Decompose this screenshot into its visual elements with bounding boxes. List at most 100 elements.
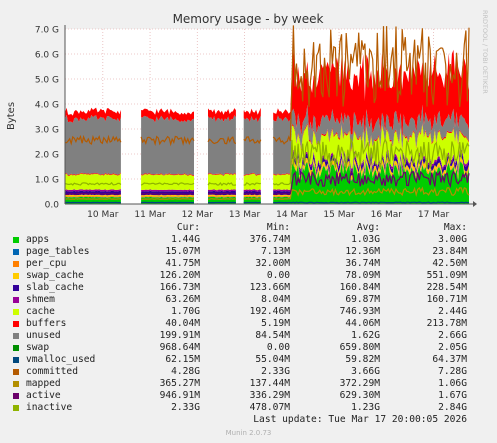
axes: 0.0 1.0 G 2.0 G 3.0 G 4.0 G 5.0 G 6.0 G 7.0 G 10… bbox=[35, 25, 477, 220]
legend-min: 478.07M bbox=[249, 402, 290, 413]
y-tick-label: 4.0 G bbox=[35, 101, 59, 111]
legend-avg: 12.36M bbox=[345, 246, 380, 257]
area-shmem bbox=[243, 189, 261, 192]
legend-swatch bbox=[13, 405, 19, 411]
area-per_cpu bbox=[141, 195, 194, 198]
x-tick-label: 16 Mar bbox=[371, 210, 403, 220]
line-active bbox=[64, 192, 121, 196]
legend-swatch bbox=[13, 393, 19, 399]
area-shmem bbox=[208, 189, 236, 192]
legend-name: page_tables bbox=[26, 246, 90, 257]
legend-swatch bbox=[13, 369, 19, 375]
y-axis-label: Bytes bbox=[6, 102, 17, 130]
legend-min: 84.54M bbox=[255, 330, 290, 341]
line-inactive bbox=[243, 182, 261, 186]
legend-max: 2.66G bbox=[438, 330, 467, 341]
legend-avg: 36.74M bbox=[345, 258, 380, 269]
area-cache bbox=[141, 174, 194, 191]
legend-max: 1.67G bbox=[438, 390, 467, 401]
legend-min: 336.29M bbox=[249, 390, 290, 401]
legend-avg: 659.80M bbox=[339, 342, 380, 353]
x-tick-label: 14 Mar bbox=[276, 210, 308, 220]
x-tick-label: 12 Mar bbox=[182, 210, 214, 220]
legend-max: 228.54M bbox=[426, 282, 467, 293]
area-buffers bbox=[243, 172, 261, 176]
area-unused bbox=[273, 104, 469, 175]
legend-name: mapped bbox=[26, 378, 61, 389]
area-page_tables bbox=[243, 196, 261, 198]
area-swap_cache bbox=[208, 194, 236, 197]
y-tick-label: 2.0 G bbox=[35, 151, 59, 161]
legend-cur: 40.04M bbox=[165, 318, 200, 329]
legend-max: 23.84M bbox=[432, 246, 467, 257]
legend-swatch bbox=[13, 285, 19, 291]
legend-name: slab_cache bbox=[26, 282, 84, 293]
x-tick-label: 11 Mar bbox=[134, 210, 166, 220]
legend-name: swap_cache bbox=[26, 270, 84, 281]
area-swap bbox=[65, 107, 121, 123]
line-committed bbox=[243, 136, 262, 145]
legend-avg: 44.06M bbox=[345, 318, 380, 329]
line-active bbox=[141, 192, 195, 196]
line-active bbox=[272, 170, 470, 196]
legend-max: 1.06G bbox=[438, 378, 467, 389]
area-per_cpu bbox=[208, 195, 236, 198]
legend-swatch bbox=[13, 333, 19, 339]
legend-swatch bbox=[13, 237, 19, 243]
area-buffers bbox=[208, 173, 236, 176]
area-swap_cache bbox=[273, 156, 469, 197]
legend-cur: 365.27M bbox=[159, 378, 200, 389]
legend-max: 2.05G bbox=[438, 342, 467, 353]
legend-row-vmalloc_used: vmalloc_used 62.15M 55.04M 59.82M 64.37M bbox=[0, 354, 497, 366]
legend-swatch bbox=[13, 273, 19, 279]
memory-chart: Memory usage - by week Bytes RRDTOOL / T… bbox=[6, 10, 489, 220]
legend-row-shmem: shmem 63.26M 8.04M 69.87M 160.71M bbox=[0, 294, 497, 306]
legend-min: 8.04M bbox=[261, 294, 290, 305]
legend-name: buffers bbox=[26, 318, 67, 329]
legend-avg: 59.82M bbox=[345, 354, 380, 365]
legend-name: per_cpu bbox=[26, 258, 67, 269]
legend-min: 0.00 bbox=[266, 342, 290, 353]
header-min: Min: bbox=[266, 222, 290, 233]
legend-name: unused bbox=[26, 330, 61, 341]
line-mapped bbox=[243, 198, 261, 200]
line-committed bbox=[207, 135, 237, 145]
line-committed bbox=[65, 134, 122, 146]
y-tick-label: 6.0 G bbox=[35, 51, 59, 61]
last-update: Last update: Tue Mar 17 20:00:05 2026 bbox=[253, 414, 467, 425]
legend-max: 7.28G bbox=[438, 366, 467, 377]
y-tick-label: 3.0 G bbox=[35, 126, 59, 136]
legend-cur: 41.75M bbox=[165, 258, 200, 269]
legend-swatch bbox=[13, 309, 19, 315]
legend-header: Cur: Min: Avg: Max: bbox=[0, 222, 497, 234]
legend-name: committed bbox=[26, 366, 78, 377]
legend-row-page_tables: page_tables 15.07M 7.13M 12.36M 23.84M bbox=[0, 246, 497, 258]
legend-max: 2.84G bbox=[438, 402, 467, 413]
legend-max: 64.37M bbox=[432, 354, 467, 365]
legend-cur: 1.70G bbox=[171, 306, 200, 317]
legend-name: vmalloc_used bbox=[26, 354, 96, 365]
legend-cur: 15.07M bbox=[165, 246, 200, 257]
legend-max: 3.00G bbox=[438, 234, 467, 245]
legend-row-committed: committed 4.28G 2.33G 3.66G 7.28G bbox=[0, 366, 497, 378]
area-swap bbox=[208, 108, 236, 122]
y-tick-label: 1.0 G bbox=[35, 176, 59, 186]
legend-avg: 3.66G bbox=[351, 366, 380, 377]
area-swap_cache bbox=[243, 194, 261, 197]
legend-min: 123.66M bbox=[249, 282, 290, 293]
area-buffers bbox=[65, 172, 121, 176]
legend-cur: 63.26M bbox=[165, 294, 200, 305]
legend-min: 137.44M bbox=[249, 378, 290, 389]
legend-swatch bbox=[13, 297, 19, 303]
legend-min: 2.33G bbox=[261, 366, 290, 377]
legend-max: 551.09M bbox=[426, 270, 467, 281]
legend-row-cache: cache 1.70G 192.46M 746.93M 2.44G bbox=[0, 306, 497, 318]
chart-title: Memory usage - by week bbox=[173, 12, 324, 26]
line-active bbox=[243, 192, 261, 196]
legend-name: swap bbox=[26, 342, 50, 353]
legend-row-inactive: inactive 2.33G 478.07M 1.23G 2.84G bbox=[0, 402, 497, 414]
line-inactive bbox=[272, 137, 470, 186]
line-active bbox=[207, 192, 237, 196]
munin-version: Munin 2.0.73 bbox=[225, 429, 272, 437]
x-tick-label: 10 Mar bbox=[87, 210, 119, 220]
